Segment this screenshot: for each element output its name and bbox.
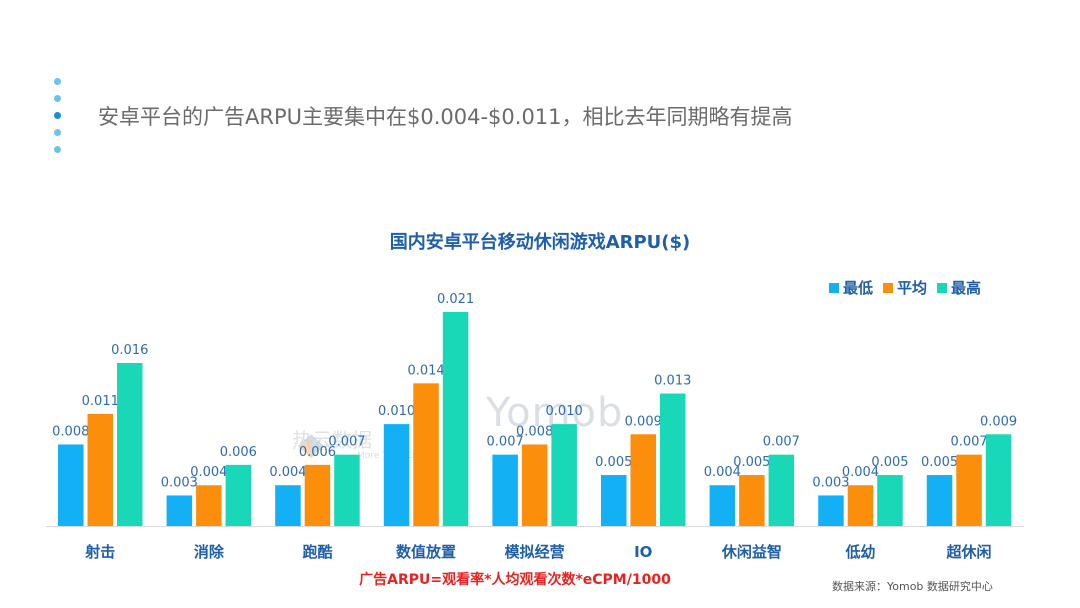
x-tick-label: 休闲益智 [721, 543, 782, 561]
x-tick-label: 射击 [84, 543, 115, 561]
dot [54, 129, 61, 136]
x-tick-label: 低幼 [844, 543, 875, 561]
bar-value-label: 0.007 [763, 435, 800, 450]
x-tick-label: 数值放置 [396, 543, 456, 561]
data-source: 数据来源：Yomob 数据研究中心 [832, 580, 993, 593]
legend-swatch-min [829, 282, 839, 293]
x-tick-label: 跑酷 [302, 543, 332, 561]
bar [926, 475, 953, 526]
legend-swatch-max [937, 282, 948, 293]
bar-value-label: 0.004 [842, 465, 879, 480]
bar [383, 424, 410, 526]
bar [768, 454, 795, 526]
bar-value-label: 0.005 [871, 455, 908, 470]
legend-item-max: 最高 [937, 277, 981, 298]
bar-value-label: 0.009 [980, 414, 1017, 429]
bar-value-label: 0.016 [111, 343, 148, 358]
arpu-formula: 广告ARPU=观看率*人均观看次数*eCPM/1000 [359, 572, 671, 588]
bar [660, 393, 686, 526]
x-tick-label: 超休闲 [946, 543, 992, 561]
bar [117, 362, 143, 526]
bar-value-label: 0.005 [733, 455, 770, 470]
bar-value-label: 0.006 [220, 445, 257, 460]
bar [334, 454, 360, 526]
bar-value-label: 0.008 [516, 424, 553, 439]
bar-value-label: 0.004 [269, 465, 306, 480]
bar [818, 495, 844, 526]
legend-item-min: 最低 [829, 277, 873, 298]
bar-value-label: 0.007 [487, 435, 524, 450]
x-tick-label: 消除 [194, 543, 225, 561]
decorative-dots [54, 78, 64, 163]
bar-value-label: 0.007 [328, 435, 365, 450]
bar-value-label: 0.013 [654, 374, 691, 389]
bar-value-label: 0.005 [595, 455, 632, 470]
chart-legend: 最低 平均 最高 [829, 277, 981, 298]
bar-value-label: 0.010 [378, 404, 415, 419]
bar [601, 475, 627, 526]
bar-value-label: 0.010 [546, 404, 583, 419]
legend-label-min: 最低 [843, 279, 874, 297]
bar [739, 475, 765, 526]
bar [492, 454, 518, 526]
bar [521, 444, 548, 526]
bar [304, 464, 331, 526]
bar-value-label: 0.006 [299, 445, 336, 460]
bar [58, 444, 84, 526]
bar-value-label: 0.021 [437, 292, 474, 307]
bar-value-label: 0.009 [625, 414, 662, 429]
bar [630, 434, 656, 526]
bar-value-label: 0.007 [950, 435, 987, 450]
bar [275, 485, 301, 526]
bar-value-label: 0.004 [190, 465, 227, 480]
legend-item-avg: 平均 [883, 277, 927, 298]
rebo-logo-icon [298, 434, 324, 458]
bar [985, 434, 1012, 526]
bar-value-label: 0.003 [161, 475, 198, 490]
slide-headline: 安卓平台的广告ARPU主要集中在$0.004-$0.011，相比去年同期略有提高 [98, 105, 793, 129]
bar [413, 383, 439, 526]
legend-label-avg: 平均 [897, 279, 928, 297]
dot-active [54, 112, 61, 119]
bar [847, 485, 874, 526]
x-tick-label: IO [634, 543, 652, 561]
bar [709, 485, 736, 526]
bar [877, 475, 903, 526]
bar [196, 485, 222, 526]
dot [54, 95, 61, 102]
watermark-rebo-cn: 热云数据 [292, 428, 372, 452]
dot [54, 78, 61, 85]
x-tick-label: 模拟经营 [505, 543, 565, 561]
bar-value-label: 0.014 [407, 363, 444, 378]
bar-value-label: 0.008 [52, 424, 89, 439]
bar-value-label: 0.005 [921, 455, 958, 470]
bar [87, 413, 113, 526]
bar [225, 464, 252, 526]
dot [54, 146, 61, 153]
bar [442, 312, 469, 526]
chart-title: 国内安卓平台移动休闲游戏ARPU($) [389, 232, 691, 253]
bar [551, 424, 577, 526]
bar [956, 454, 982, 526]
bar [166, 495, 193, 526]
bar-value-label: 0.003 [812, 475, 849, 490]
legend-swatch-avg [883, 282, 894, 293]
bar-value-label: 0.011 [82, 394, 119, 409]
legend-label-max: 最高 [951, 279, 982, 297]
bar-value-label: 0.004 [704, 465, 741, 480]
